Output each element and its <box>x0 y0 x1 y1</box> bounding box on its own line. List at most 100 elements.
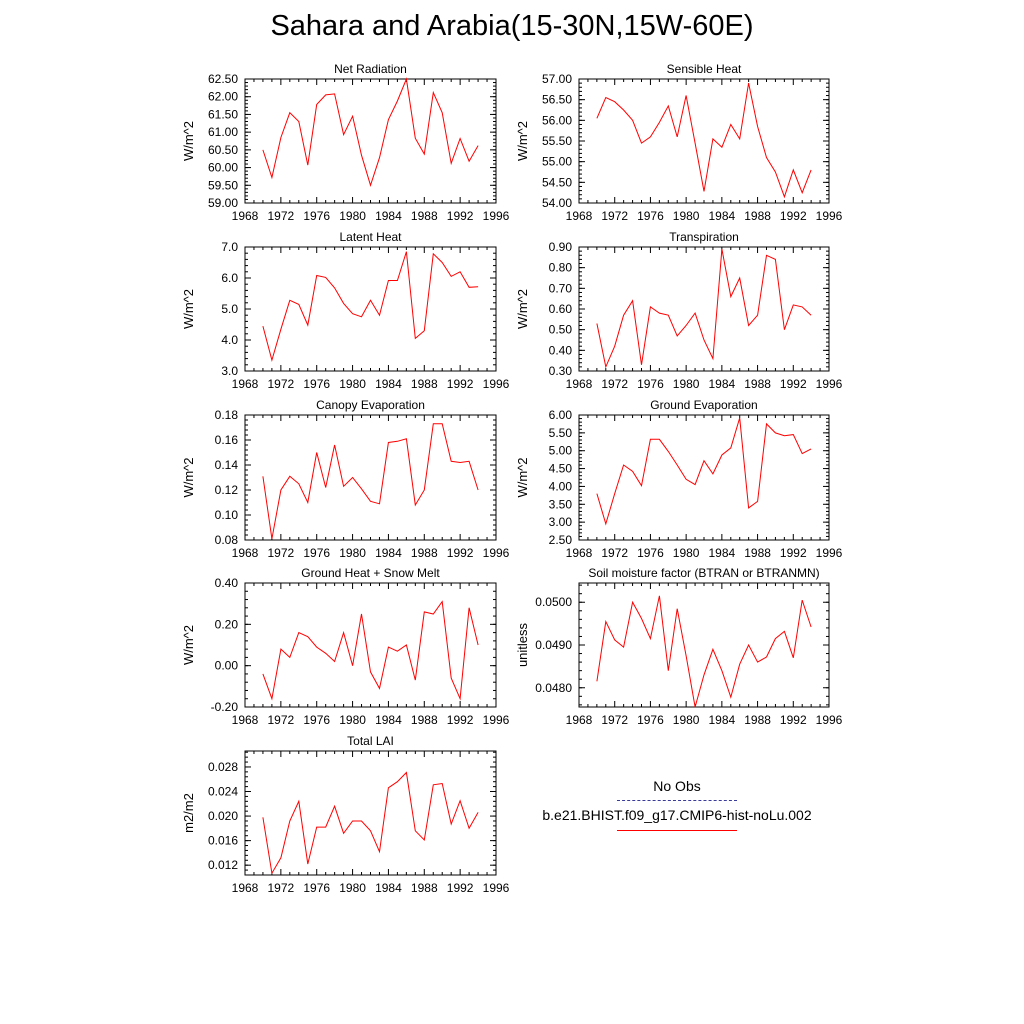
chart-panel: Ground Heat + Snow Melt W/m^2 1968 1972 1976… <box>181 566 510 727</box>
y-tick-label: 0.020 <box>208 809 238 823</box>
y-axis-label: W/m^2 <box>181 625 196 665</box>
x-tick-label: 1976 <box>637 713 664 727</box>
x-tick-label: 1968 <box>566 209 593 223</box>
x-tick-label: 1972 <box>268 881 295 895</box>
x-tick-label: 1996 <box>483 713 510 727</box>
x-tick-label: 1984 <box>375 713 402 727</box>
y-tick-label: 3.50 <box>549 497 573 511</box>
x-tick-label: 1968 <box>232 881 259 895</box>
y-tick-label: 56.00 <box>542 113 572 127</box>
y-tick-label: 0.10 <box>215 508 239 522</box>
y-tick-label: 60.50 <box>208 143 238 157</box>
y-axis-label: W/m^2 <box>515 121 530 161</box>
y-tick-label: 5.00 <box>549 444 573 458</box>
x-tick-label: 1968 <box>566 713 593 727</box>
x-tick-label: 1984 <box>375 881 402 895</box>
chart-panel: Net Radiation W/m^2 1968 1972 1976 1980 1984 19… <box>181 62 510 223</box>
x-tick-label: 1968 <box>232 209 259 223</box>
plot-frame <box>244 750 497 876</box>
x-tick-label: 1976 <box>303 881 330 895</box>
x-tick-label: 1972 <box>268 377 295 391</box>
y-tick-label: 0.024 <box>208 785 238 799</box>
y-tick-label: 54.50 <box>542 175 572 189</box>
x-tick-label: 1984 <box>709 713 736 727</box>
y-tick-label: 5.50 <box>549 426 573 440</box>
series-line <box>262 423 479 539</box>
x-tick-label: 1996 <box>483 546 510 560</box>
x-tick-label: 1992 <box>780 209 807 223</box>
chart-panel: Sensible Heat W/m^2 1968 1972 1976 1980 1984 19… <box>515 62 843 223</box>
x-tick-label: 1980 <box>339 377 366 391</box>
series-line <box>596 417 812 526</box>
x-tick-label: 1968 <box>566 546 593 560</box>
series-line <box>262 77 479 187</box>
y-tick-label: 0.18 <box>215 408 239 422</box>
x-tick-label: 1972 <box>268 713 295 727</box>
x-tick-label: 1980 <box>673 546 700 560</box>
y-tick-label: 4.0 <box>221 333 238 347</box>
x-tick-label: 1972 <box>601 209 628 223</box>
x-tick-label: 1976 <box>637 377 664 391</box>
x-tick-label: 1984 <box>709 546 736 560</box>
y-tick-label: 0.028 <box>208 760 238 774</box>
y-tick-label: 0.0490 <box>535 638 572 652</box>
series-line <box>262 251 479 362</box>
y-tick-label: 4.50 <box>549 462 573 476</box>
y-tick-label: 0.50 <box>549 323 573 337</box>
chart-panel: Soil moisture factor (BTRAN or BTRANMN) u… <box>515 566 843 727</box>
x-tick-label: 1992 <box>447 377 474 391</box>
legend-label-model: b.e21.BHIST.f09_g17.CMIP6-hist-noLu.002 <box>542 807 812 823</box>
y-tick-label: 0.60 <box>549 302 573 316</box>
x-tick-label: 1996 <box>816 377 843 391</box>
x-tick-label: 1988 <box>411 377 438 391</box>
y-tick-label: 54.00 <box>542 196 572 210</box>
panel-title: Canopy Evaporation <box>316 398 425 412</box>
y-tick-label: 6.0 <box>221 271 238 285</box>
x-tick-label: 1968 <box>566 377 593 391</box>
x-tick-label: 1980 <box>673 377 700 391</box>
y-axis-label: m2/m2 <box>181 793 196 833</box>
panel-title: Total LAI <box>347 734 394 748</box>
y-tick-label: 0.0500 <box>535 595 572 609</box>
x-tick-label: 1980 <box>673 713 700 727</box>
x-tick-label: 1984 <box>375 377 402 391</box>
x-tick-label: 1992 <box>447 209 474 223</box>
y-axis-label: W/m^2 <box>181 457 196 497</box>
y-tick-label: 2.50 <box>549 533 573 547</box>
chart-panel: Ground Evaporation W/m^2 1968 1972 1976 1980 1… <box>515 398 843 560</box>
x-tick-label: 1988 <box>411 881 438 895</box>
plot-frame <box>578 414 830 541</box>
x-tick-label: 1996 <box>816 713 843 727</box>
x-tick-label: 1992 <box>780 546 807 560</box>
x-tick-label: 1996 <box>816 209 843 223</box>
x-tick-label: 1980 <box>339 546 366 560</box>
y-axis-label: W/m^2 <box>515 289 530 329</box>
x-tick-label: 1988 <box>411 209 438 223</box>
legend-swatch-model <box>617 830 737 831</box>
y-axis-label: W/m^2 <box>181 289 196 329</box>
x-tick-label: 1972 <box>601 713 628 727</box>
y-tick-label: 0.016 <box>208 834 238 848</box>
y-tick-label: 0.12 <box>215 483 239 497</box>
y-axis-label: W/m^2 <box>181 121 196 161</box>
y-tick-label: 0.14 <box>215 458 239 472</box>
plot-frame <box>244 582 497 708</box>
plot-frame <box>578 582 830 708</box>
y-tick-label: 62.00 <box>208 90 238 104</box>
x-tick-label: 1976 <box>303 713 330 727</box>
x-tick-label: 1984 <box>375 209 402 223</box>
x-tick-label: 1968 <box>232 546 259 560</box>
y-axis-label: W/m^2 <box>515 457 530 497</box>
y-tick-label: 6.00 <box>549 408 573 422</box>
x-tick-label: 1980 <box>339 209 366 223</box>
x-tick-label: 1996 <box>816 546 843 560</box>
x-tick-label: 1988 <box>744 546 771 560</box>
x-tick-label: 1972 <box>268 546 295 560</box>
x-tick-label: 1996 <box>483 377 510 391</box>
x-tick-label: 1996 <box>483 209 510 223</box>
chart-panel: Latent Heat W/m^2 1968 1972 1976 1980 1984 1988… <box>181 230 510 391</box>
x-tick-label: 1992 <box>447 713 474 727</box>
series-line <box>596 595 812 708</box>
y-tick-label: 55.50 <box>542 134 572 148</box>
